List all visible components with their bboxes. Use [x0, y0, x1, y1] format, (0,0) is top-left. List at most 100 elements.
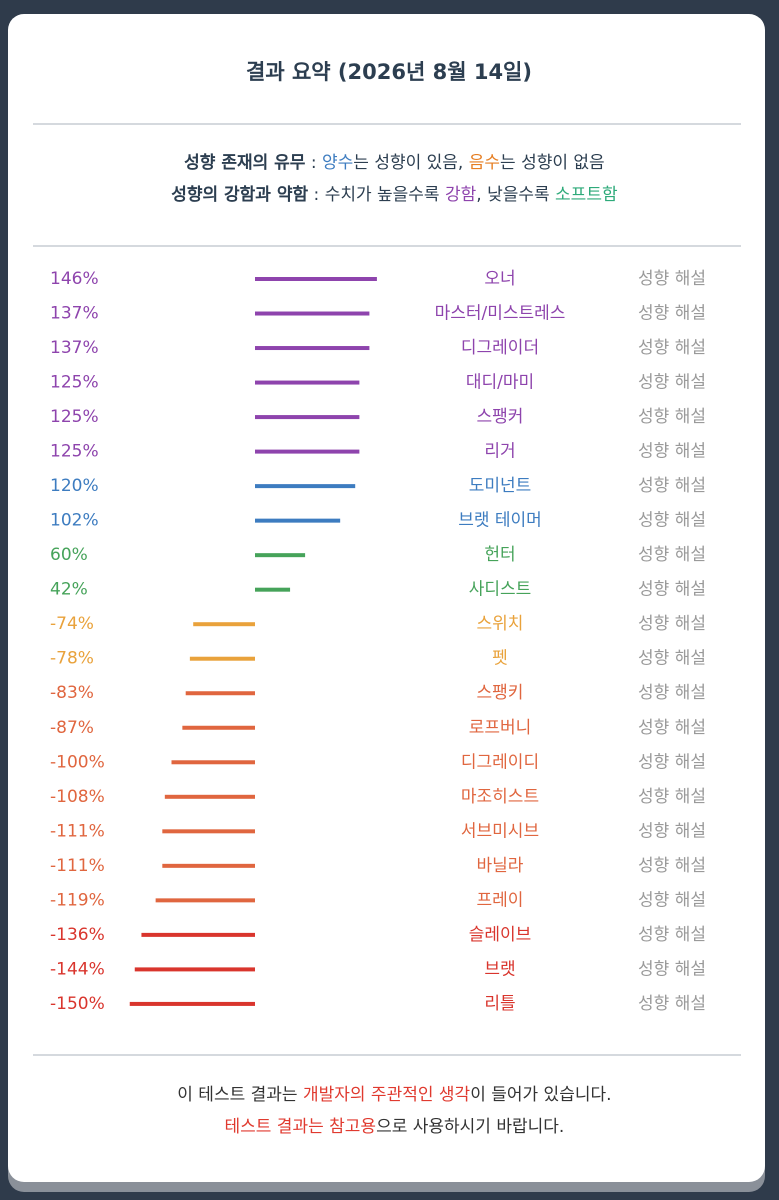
detail-link[interactable]: 성향 해설	[638, 511, 706, 531]
detail-link[interactable]: 성향 해설	[638, 373, 706, 393]
value-label: -136%	[50, 925, 105, 945]
footer-highlight: 개발자의 주관적인 생각	[303, 1085, 471, 1105]
category-label: 브랫 테이머	[458, 511, 542, 531]
bar	[171, 760, 255, 765]
value-label: 137%	[50, 304, 99, 324]
legend-text: :	[305, 153, 322, 173]
value-label: -87%	[50, 718, 94, 738]
bar	[129, 1001, 255, 1006]
bar	[182, 725, 255, 730]
detail-link[interactable]: 성향 해설	[638, 614, 706, 634]
bar	[255, 449, 360, 454]
bar	[255, 380, 360, 385]
detail-link[interactable]: 성향 해설	[638, 821, 706, 841]
bar	[255, 415, 360, 420]
legend-soft: 소프트함	[555, 185, 618, 205]
category-label: 로프버니	[469, 718, 532, 738]
bar	[255, 553, 306, 558]
detail-link[interactable]: 성향 해설	[638, 890, 706, 910]
category-label: 리거	[484, 442, 515, 462]
category-label: 마조히스트	[461, 787, 539, 807]
category-label: 스팽커	[477, 407, 524, 427]
value-label: 125%	[50, 373, 99, 393]
legend-text: , 낮을수록	[476, 185, 555, 205]
bar	[164, 794, 255, 799]
value-label: -100%	[50, 752, 105, 772]
bar	[141, 932, 255, 937]
value-label: -83%	[50, 683, 94, 703]
card	[8, 14, 765, 1182]
category-label: 마스터/미스트레스	[435, 304, 566, 324]
category-label: 오너	[484, 269, 515, 289]
legend-text: : 수치가 높을수록	[308, 185, 445, 205]
detail-link[interactable]: 성향 해설	[638, 752, 706, 772]
value-label: 102%	[50, 511, 99, 531]
bar	[255, 311, 370, 316]
legend-line: 성향 존재의 유무 : 양수는 성향이 있음, 음수는 성향이 없음	[157, 152, 621, 173]
detail-link[interactable]: 성향 해설	[638, 407, 706, 427]
detail-link[interactable]: 성향 해설	[638, 269, 706, 289]
detail-link[interactable]: 성향 해설	[638, 304, 706, 324]
bar	[155, 898, 255, 903]
legend-line: 성향의 강함과 약함 : 수치가 높을수록 강함, 낮을수록 소프트함	[144, 184, 634, 205]
category-label: 도미넌트	[469, 476, 532, 496]
detail-link[interactable]: 성향 해설	[638, 683, 706, 703]
bar	[185, 691, 255, 696]
bar	[189, 656, 255, 661]
detail-link[interactable]: 성향 해설	[638, 994, 706, 1014]
detail-link[interactable]: 성향 해설	[638, 442, 706, 462]
category-label: 리틀	[484, 994, 515, 1014]
footer-line: 테스트 결과는 참고용으로 사용하시기 바랍니다.	[197, 1117, 580, 1137]
value-label: -111%	[50, 821, 105, 841]
detail-link[interactable]: 성향 해설	[638, 545, 706, 565]
legend-text: 는 성향이 있음,	[353, 153, 468, 173]
bar	[255, 277, 377, 281]
legend-term: 성향의 강함과 약함	[171, 184, 308, 205]
footer-text: 이 들어가 있습니다.	[470, 1085, 611, 1105]
detail-link[interactable]: 성향 해설	[638, 718, 706, 738]
detail-link[interactable]: 성향 해설	[638, 649, 706, 669]
value-label: 120%	[50, 476, 99, 496]
bar	[255, 518, 341, 523]
value-label: -150%	[50, 994, 105, 1014]
category-label: 디그레이디	[461, 752, 539, 772]
detail-link[interactable]: 성향 해설	[638, 338, 706, 358]
bar	[255, 346, 370, 351]
value-label: 146%	[50, 269, 99, 289]
value-label: -74%	[50, 614, 94, 634]
footer-line: 이 테스트 결과는 개발자의 주관적인 생각이 들어가 있습니다.	[150, 1085, 628, 1105]
legend-text: 는 성향이 없음	[500, 153, 605, 173]
value-label: 137%	[50, 338, 99, 358]
legend-positive: 양수	[322, 153, 353, 173]
category-label: 스팽키	[477, 683, 524, 703]
category-label: 디그레이더	[461, 338, 539, 358]
detail-link[interactable]: 성향 해설	[638, 959, 706, 979]
category-label: 서브미시브	[461, 821, 539, 841]
category-label: 펫	[492, 649, 508, 669]
title: 결과 요약 (2026년 8월 14일)	[246, 60, 532, 84]
detail-link[interactable]: 성향 해설	[638, 925, 706, 945]
category-label: 브랫	[484, 959, 515, 979]
footer-highlight: 테스트 결과는 참고용	[224, 1117, 376, 1137]
detail-link[interactable]: 성향 해설	[638, 476, 706, 496]
detail-link[interactable]: 성향 해설	[638, 787, 706, 807]
bar	[255, 587, 291, 592]
value-label: -78%	[50, 649, 94, 669]
category-label: 프레이	[477, 890, 524, 910]
bar	[162, 829, 255, 834]
value-label: 125%	[50, 442, 99, 462]
detail-link[interactable]: 성향 해설	[638, 580, 706, 600]
detail-link[interactable]: 성향 해설	[638, 856, 706, 876]
legend-strong: 강함	[445, 185, 477, 205]
category-label: 헌터	[484, 545, 515, 565]
legend-term: 성향 존재의 유무	[184, 152, 306, 173]
value-label: -144%	[50, 959, 105, 979]
value-label: 60%	[50, 545, 88, 565]
footer-text: 으로 사용하시기 바랍니다.	[376, 1117, 564, 1137]
value-label: -108%	[50, 787, 105, 807]
category-label: 바닐라	[477, 856, 524, 876]
category-label: 사디스트	[469, 580, 532, 600]
value-label: -119%	[50, 890, 105, 910]
